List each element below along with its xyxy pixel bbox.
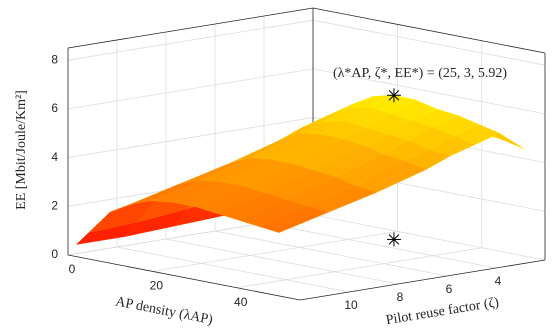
z-tick-label: 4 <box>51 150 58 164</box>
marker-stroke <box>388 234 400 245</box>
marker-stroke <box>388 89 400 101</box>
grid-line <box>214 24 448 277</box>
grid-line <box>165 32 399 285</box>
z-tick-label: 8 <box>51 52 58 66</box>
z-tick-label: 2 <box>51 198 58 212</box>
y-tick-label: 4 <box>495 274 502 288</box>
grid-line <box>67 19 546 66</box>
z-tick-label: 0 <box>51 247 58 261</box>
y-tick-label: 6 <box>446 282 453 296</box>
x-tick-label: 0 <box>69 262 76 276</box>
surface-patch <box>257 205 329 233</box>
x-tick-label: 40 <box>234 295 248 309</box>
z-tick-label: 6 <box>51 101 58 115</box>
axis-edge <box>67 7 314 49</box>
grid-line <box>152 24 398 272</box>
y-tick-label: 8 <box>397 290 404 304</box>
axis-edge <box>67 254 301 301</box>
y-tick-label: 10 <box>344 298 358 312</box>
x-axis-label: AP density (λAP) <box>114 294 214 328</box>
optimum-marker <box>386 232 401 247</box>
grid-line <box>236 40 483 289</box>
x-tick-label: 20 <box>150 279 164 293</box>
annotation: (λ*AP, ζ*, EE*) = (25, 3, 5.92) <box>333 66 507 81</box>
grid-line <box>116 40 350 293</box>
axis-edge <box>312 7 546 54</box>
z-axis-label: EE [Mbit/Joule/Km²] <box>14 90 29 210</box>
optimum-marker <box>386 88 401 103</box>
axis-edge <box>299 259 546 301</box>
